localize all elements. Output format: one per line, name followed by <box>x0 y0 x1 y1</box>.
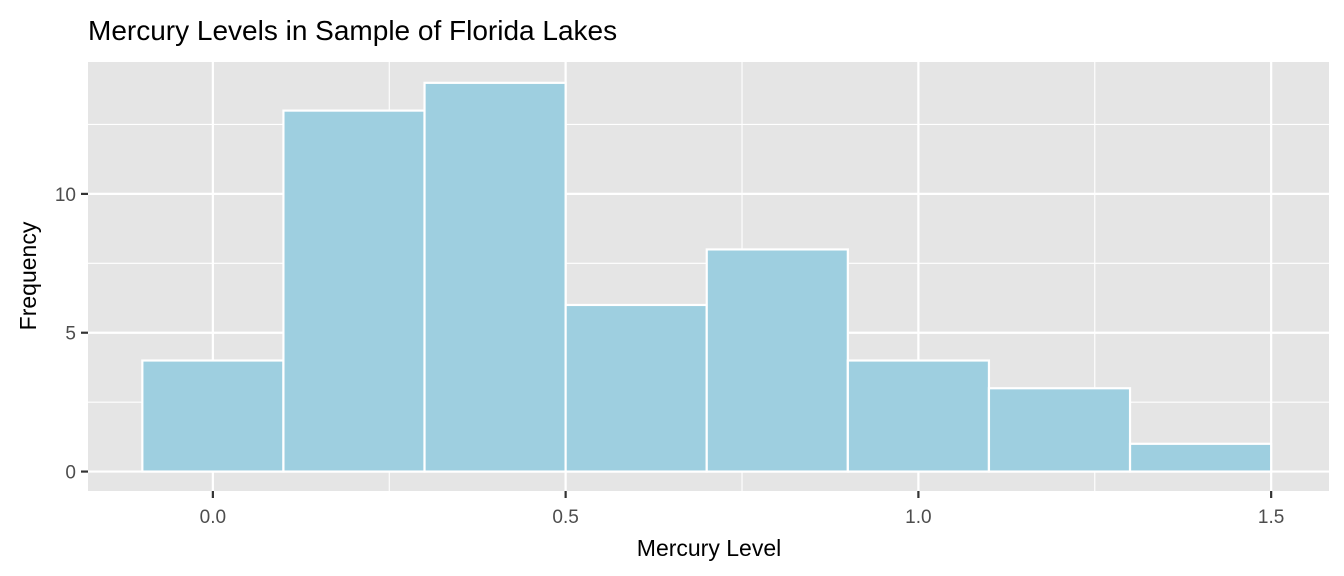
histogram-bar <box>846 359 991 473</box>
x-tick-label: 1.5 <box>1258 507 1284 528</box>
histogram-bar <box>282 109 426 473</box>
x-tick-label: 0.5 <box>552 507 578 528</box>
x-axis-label: Mercury Level <box>637 535 781 561</box>
y-axis-label: Frequency <box>15 221 41 330</box>
histogram-bar <box>564 303 708 473</box>
y-tick-label: 5 <box>65 324 76 345</box>
histogram-bar <box>1128 442 1273 473</box>
x-tick-label: 0.0 <box>200 507 226 528</box>
histogram-bar <box>423 81 567 473</box>
histogram-bar <box>141 359 285 473</box>
chart-title: Mercury Levels in Sample of Florida Lake… <box>88 15 617 46</box>
axes: 0.0 0.5 1.0 1.5 0 5 10 <box>55 185 1284 528</box>
y-tick-label: 0 <box>65 463 76 484</box>
histogram-bar <box>987 387 1132 473</box>
histogram-bar <box>705 248 849 473</box>
x-tick-label: 1.0 <box>905 507 931 528</box>
y-tick-label: 10 <box>55 185 76 206</box>
bars <box>141 81 1273 473</box>
